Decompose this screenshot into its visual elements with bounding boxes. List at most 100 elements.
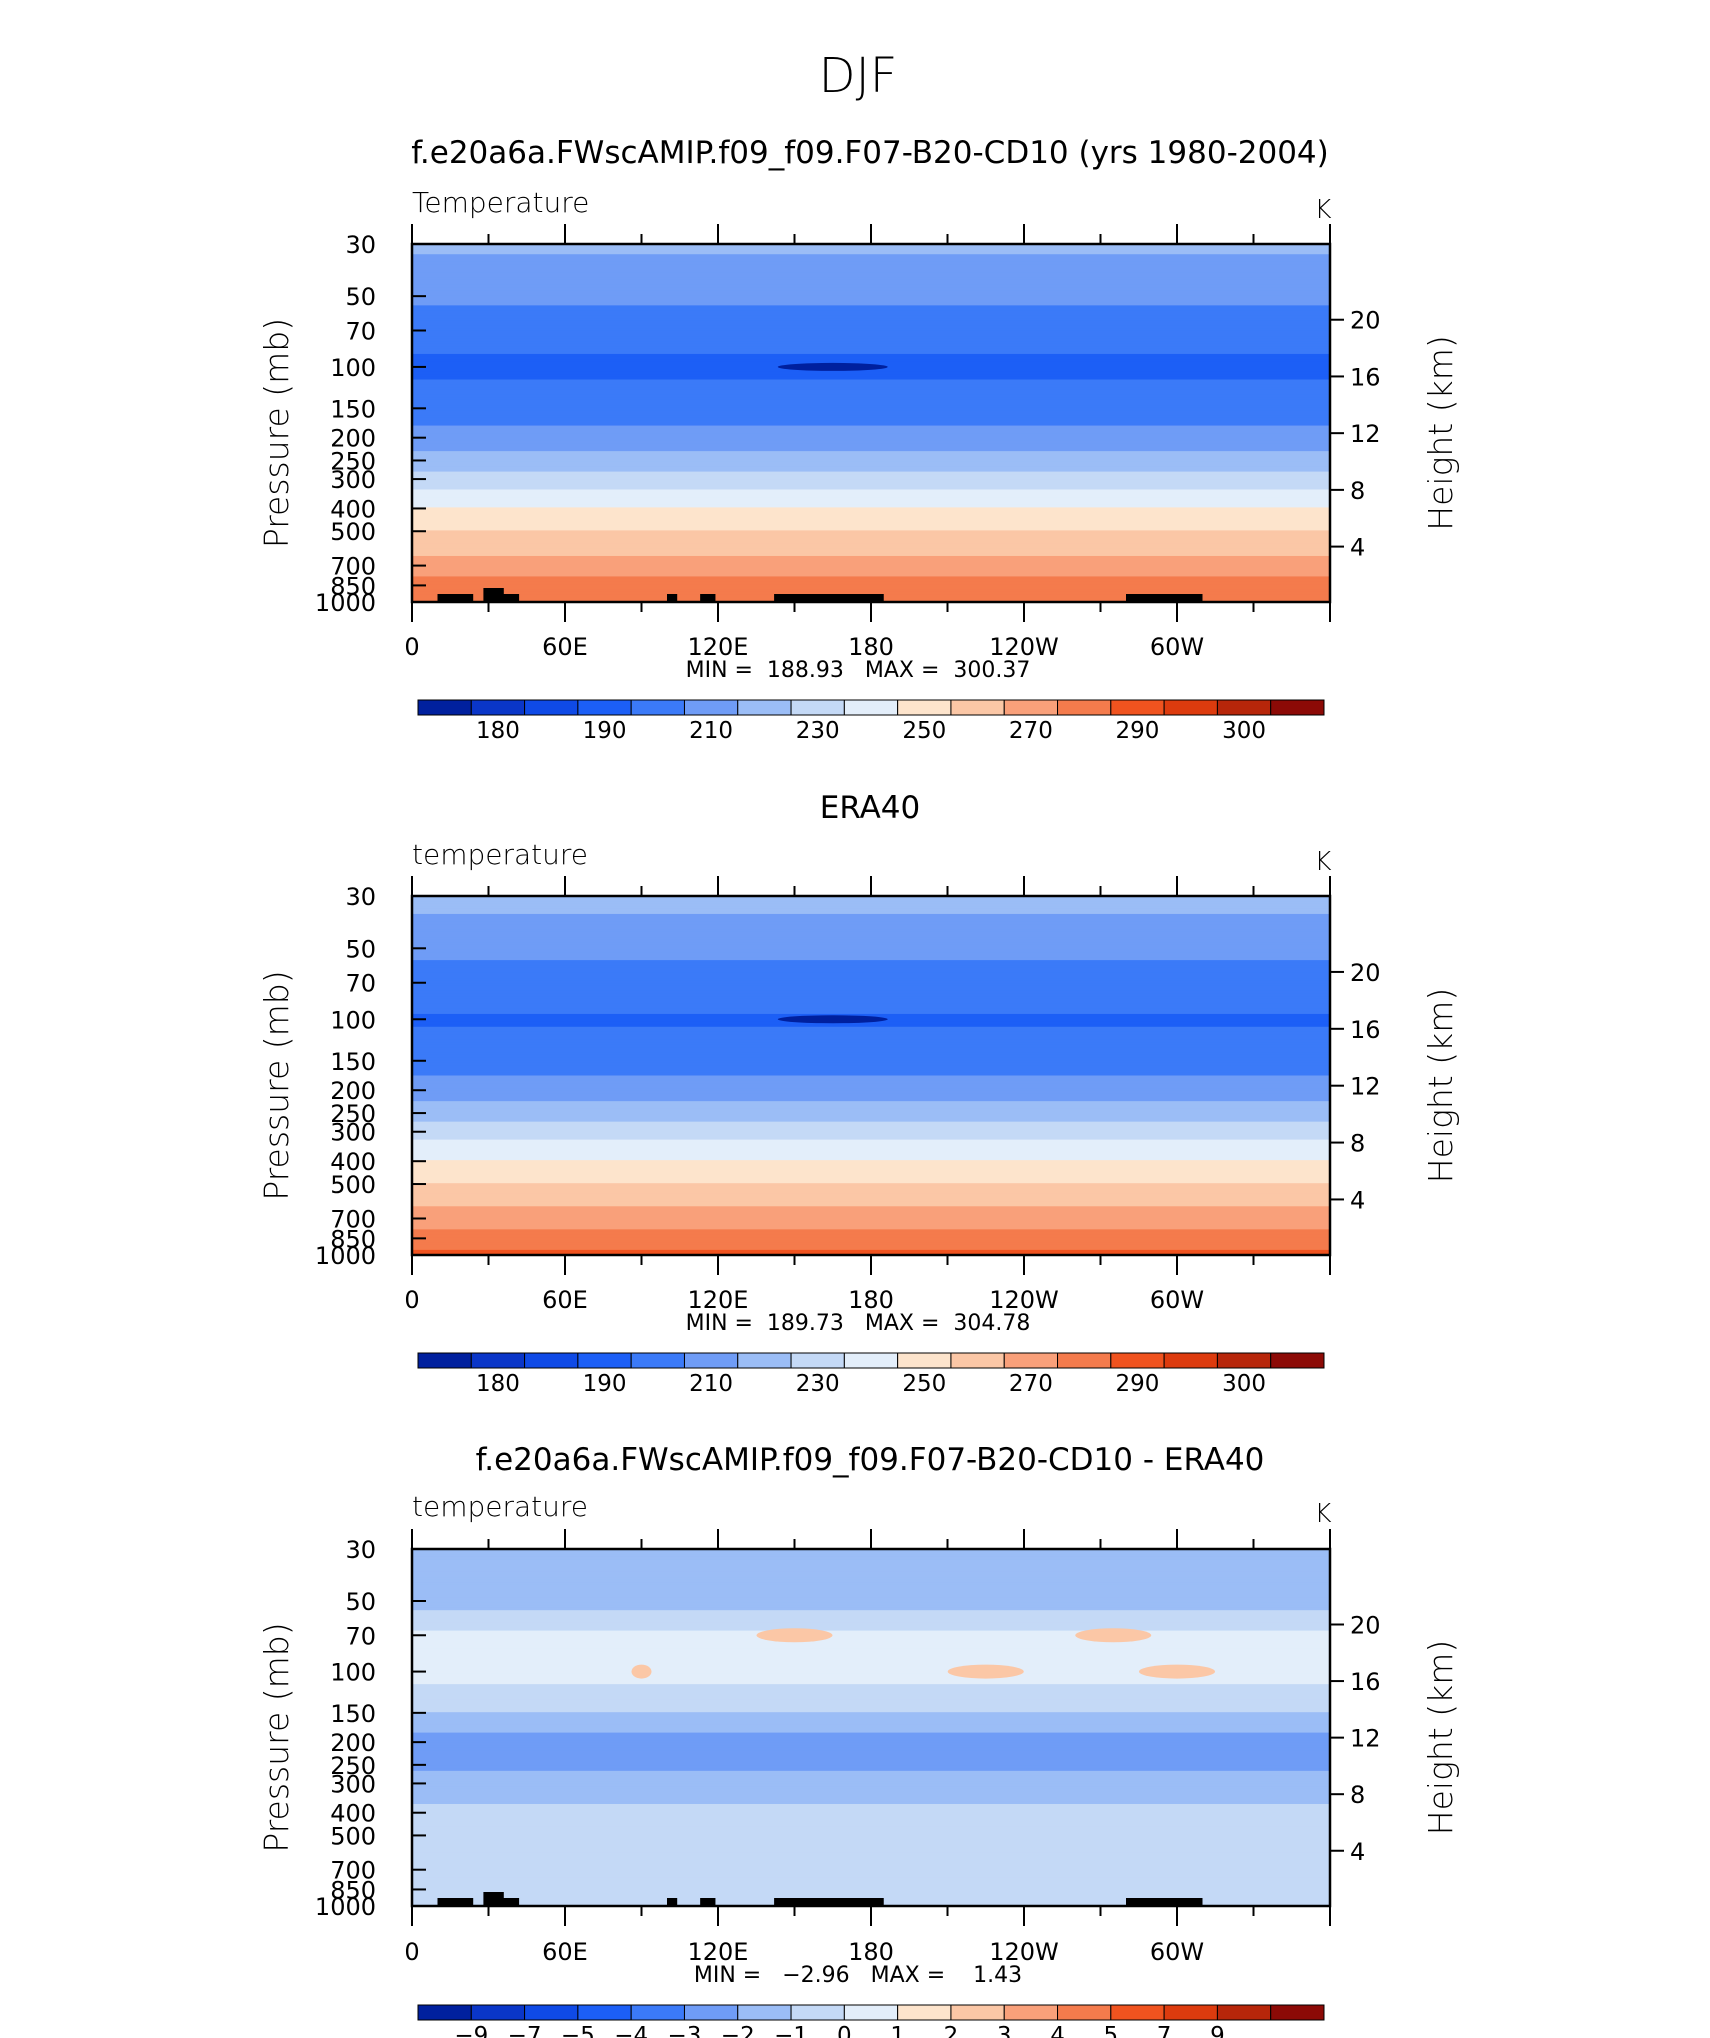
contour-band: [412, 1147, 1330, 1151]
colorbar-swatch: [1216, 2004, 1272, 2021]
contour-band: [412, 1162, 1330, 1167]
lon-tick-label: 180: [848, 633, 894, 661]
contour-band: [412, 1175, 1330, 1179]
colorbar-swatch: [1270, 1352, 1325, 1369]
contour-band: [412, 517, 1330, 521]
contour-band: [412, 1075, 1330, 1079]
contour-band: [412, 1034, 1330, 1038]
contour-band: [412, 903, 1330, 908]
contour-band: [412, 389, 1330, 394]
contour-band: [412, 1039, 1330, 1043]
contour-band: [412, 330, 1330, 335]
panel-title: f.e20a6a.FWscAMIP.f09_f09.F07-B20-CD10 (…: [411, 135, 1329, 171]
colorbar-label: 210: [689, 1371, 733, 1397]
pressure-tick-label: 400: [330, 1800, 376, 1828]
lon-tick-label: 120W: [989, 1286, 1059, 1314]
contour-band: [412, 1597, 1330, 1601]
contour-band: [412, 911, 1330, 915]
height-tick-label: 4: [1350, 1838, 1365, 1866]
contour-band: [412, 1090, 1330, 1095]
contour-band: [412, 1237, 1330, 1241]
pressure-tick-label: 850: [330, 1225, 376, 1253]
colorbar-swatch: [577, 2004, 632, 2021]
contour-band: [412, 1638, 1330, 1642]
contour-band: [412, 1231, 1330, 1236]
contour-band: [412, 1047, 1330, 1051]
pressure-tick-label: 70: [345, 1622, 376, 1650]
contour-band: [412, 913, 1330, 918]
contour-band: [412, 555, 1330, 560]
contour-band: [412, 970, 1330, 974]
contour-band: [412, 1607, 1330, 1611]
colorbar-label: 180: [476, 718, 520, 744]
contour-band: [412, 1080, 1330, 1084]
contour-band: [412, 1188, 1330, 1192]
contour-band: [412, 1875, 1330, 1879]
contour-band: [412, 492, 1330, 496]
contour-band: [412, 417, 1330, 422]
contour-band: [412, 336, 1330, 340]
colorbar-label: 300: [1222, 718, 1266, 744]
y-axis-right-label: Height (km): [1421, 335, 1460, 530]
contour-band: [412, 504, 1330, 509]
colorbar-label: 1: [890, 2023, 905, 2038]
pressure-tick-label: 400: [330, 495, 376, 523]
variable-label: temperature: [412, 1490, 588, 1523]
cold-core: [777, 362, 888, 371]
contour-band: [412, 469, 1330, 473]
contour-band: [412, 924, 1330, 928]
contour-band: [412, 1849, 1330, 1854]
contour-band: [412, 435, 1330, 440]
contour-band: [412, 949, 1330, 954]
contour-band: [412, 1070, 1330, 1074]
contour-band: [412, 1885, 1330, 1889]
contour-band: [412, 1837, 1330, 1841]
colorbar-swatch: [683, 1352, 739, 1369]
contour-band: [412, 1587, 1330, 1591]
contour-band: [412, 1124, 1330, 1128]
contour-band: [412, 261, 1330, 266]
contour-band: [412, 456, 1330, 460]
colorbar-label: 180: [476, 1371, 520, 1397]
contour-band: [412, 264, 1330, 268]
colorbar-swatch: [1163, 1352, 1218, 1369]
colorbar-label: 250: [902, 718, 946, 744]
contour-band: [412, 343, 1330, 348]
contour-band: [412, 1249, 1330, 1254]
contour-band: [412, 1893, 1330, 1897]
contour-field: [412, 244, 1330, 602]
contour-band: [412, 919, 1330, 923]
height-tick-label: 16: [1350, 1668, 1381, 1696]
contour-band: [412, 1786, 1330, 1790]
contour-band: [412, 975, 1330, 979]
contour-band: [412, 1083, 1330, 1087]
contour-band: [412, 1842, 1330, 1846]
contour-band: [412, 520, 1330, 524]
colorbar-swatch: [790, 1352, 845, 1369]
pressure-tick-label: 200: [330, 1729, 376, 1757]
warm-anomaly: [947, 1664, 1024, 1679]
contour-band: [412, 438, 1330, 442]
contour-band: [412, 1157, 1330, 1161]
contour-band: [412, 353, 1330, 358]
contour-band: [412, 1855, 1330, 1859]
colorbar-swatch: [1003, 1352, 1059, 1369]
contour-band: [412, 545, 1330, 550]
contour-band: [412, 1778, 1330, 1782]
contour-band: [412, 461, 1330, 465]
contour-band: [412, 540, 1330, 544]
contour-band: [412, 290, 1330, 294]
contour-band: [412, 1224, 1330, 1228]
colorbar-swatch: [1270, 2004, 1325, 2021]
contour-band: [412, 1612, 1330, 1617]
y-axis-label: Pressure (mb): [257, 318, 296, 548]
colorbar-label: 230: [796, 718, 840, 744]
contour-band: [412, 1060, 1330, 1064]
contour-band: [412, 371, 1330, 376]
contour-band: [412, 1870, 1330, 1874]
colorbar-swatch: [524, 1352, 579, 1369]
contour-band: [412, 1730, 1330, 1734]
contour-band: [412, 1852, 1330, 1856]
colorbar-swatch: [577, 699, 632, 716]
contour-band: [412, 568, 1330, 573]
